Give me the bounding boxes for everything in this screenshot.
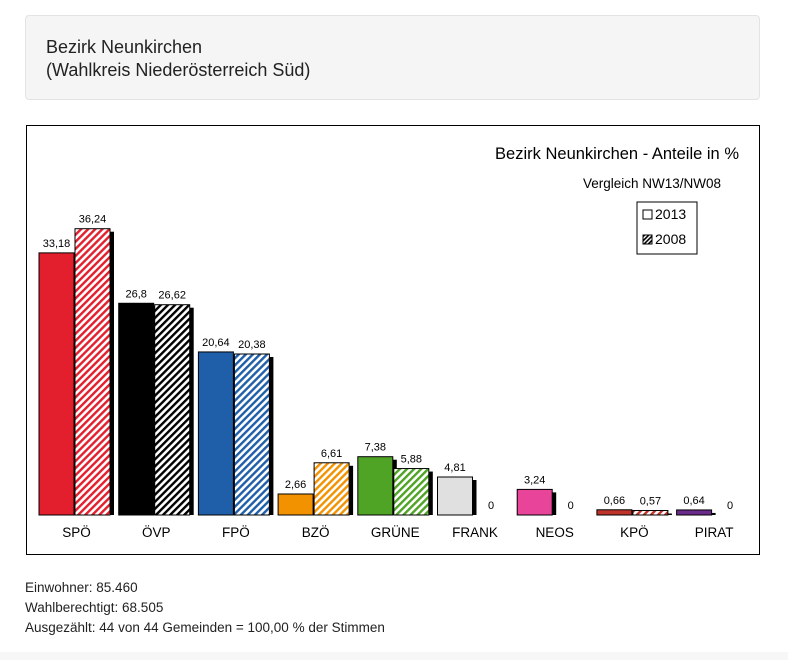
bar-grne-2013 bbox=[357, 456, 394, 516]
category-label-vp: ÖVP bbox=[142, 525, 171, 540]
data-label-kp-2013: 0,66 bbox=[604, 495, 625, 507]
data-label-frank-2008: 0 bbox=[488, 500, 494, 512]
bar-fp-2013 bbox=[197, 351, 234, 516]
chart-title: Bezirk Neunkirchen - Anteile in % bbox=[495, 145, 739, 163]
bar-bz-2008 bbox=[313, 462, 350, 516]
data-label-frank-2013: 4,81 bbox=[444, 462, 465, 474]
data-label-pirat-2013: 0,64 bbox=[683, 495, 704, 507]
election-chart: Bezirk Neunkirchen - Anteile in % Vergle… bbox=[26, 125, 760, 555]
data-label-grne-2013: 7,38 bbox=[365, 442, 386, 454]
bar-sp-2008 bbox=[74, 228, 111, 516]
data-label-fp-2008: 20,38 bbox=[238, 339, 266, 351]
legend-swatch-2008 bbox=[642, 234, 653, 245]
bar-neos-2013 bbox=[516, 488, 553, 516]
category-label-frank: FRANK bbox=[452, 525, 498, 540]
bar-vp-2013 bbox=[118, 302, 155, 516]
bar-fp-2008 bbox=[233, 353, 270, 516]
category-label-neos: NEOS bbox=[536, 525, 574, 540]
data-label-neos-2008: 0 bbox=[568, 500, 574, 512]
bar-sp-2013 bbox=[38, 252, 75, 516]
data-label-sp-2013: 33,18 bbox=[43, 238, 71, 250]
ausgezaehlt-text: Ausgezählt: 44 von 44 Gemeinden = 100,00… bbox=[25, 620, 385, 635]
bar-pirat-2013 bbox=[676, 509, 713, 516]
footer-stats: Einwohner: 85.460 Wahlberechtigt: 68.505… bbox=[25, 578, 385, 638]
data-label-kp-2008: 0,57 bbox=[640, 495, 661, 507]
data-label-fp-2013: 20,64 bbox=[202, 337, 230, 349]
bars-layer: 33,18 36,24 SPÖ 26,8 26,62 ÖVP 20,64 20,38 FPÖ 2,… bbox=[38, 214, 734, 540]
legend-label-2008: 2008 bbox=[655, 231, 686, 247]
district-header-panel: Bezirk Neunkirchen (Wahlkreis Niederöste… bbox=[25, 15, 760, 100]
chart-svg: Bezirk Neunkirchen - Anteile in % Vergle… bbox=[38, 145, 739, 540]
bar-frank-2013 bbox=[437, 476, 473, 516]
chart-legend: 2013 2008 bbox=[636, 201, 698, 255]
bar-vp-2008 bbox=[154, 304, 191, 516]
bar-bz-2013 bbox=[277, 493, 314, 516]
category-label-bz: BZÖ bbox=[302, 525, 330, 540]
chart-subtitle: Vergleich NW13/NW08 bbox=[583, 176, 721, 191]
category-label-sp: SPÖ bbox=[62, 525, 91, 540]
category-label-fp: FPÖ bbox=[222, 525, 250, 540]
data-label-bz-2013: 2,66 bbox=[285, 479, 306, 491]
wahlberechtigt-text: Wahlberechtigt: 68.505 bbox=[25, 600, 164, 615]
district-subtitle: (Wahlkreis Niederösterreich Süd) bbox=[46, 60, 311, 80]
legend-swatch-2013 bbox=[642, 209, 653, 220]
category-label-pirat: PIRAT bbox=[695, 525, 734, 540]
data-label-grne-2008: 5,88 bbox=[401, 454, 422, 466]
legend-label-2013: 2013 bbox=[655, 206, 686, 222]
bar-kp-2008 bbox=[632, 509, 669, 516]
bar-kp-2013 bbox=[596, 509, 633, 516]
district-title: Bezirk Neunkirchen bbox=[46, 37, 203, 57]
data-label-vp-2013: 26,8 bbox=[125, 288, 146, 300]
bottom-divider bbox=[0, 652, 788, 660]
category-label-grne: GRÜNE bbox=[371, 525, 420, 540]
data-label-pirat-2008: 0 bbox=[727, 500, 733, 512]
data-label-bz-2008: 6,61 bbox=[321, 448, 342, 460]
einwohner-text: Einwohner: 85.460 bbox=[25, 580, 138, 595]
data-label-sp-2008: 36,24 bbox=[79, 214, 107, 226]
bar-grne-2008 bbox=[393, 468, 430, 516]
category-label-kp: KPÖ bbox=[620, 525, 649, 540]
data-label-neos-2013: 3,24 bbox=[524, 474, 545, 486]
data-label-vp-2008: 26,62 bbox=[158, 290, 186, 302]
